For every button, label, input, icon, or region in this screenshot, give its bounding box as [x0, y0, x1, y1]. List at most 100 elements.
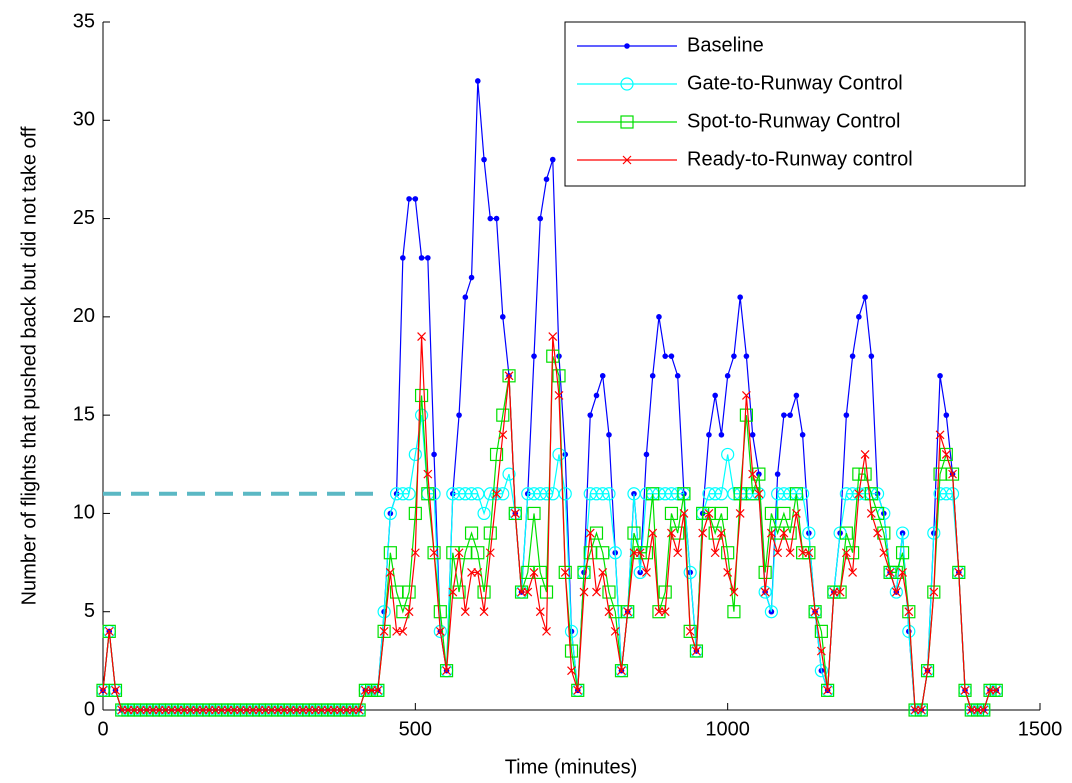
marker: [242, 705, 252, 715]
marker: [400, 255, 406, 261]
marker: [489, 447, 504, 462]
marker: [943, 412, 950, 418]
marker: [895, 526, 910, 540]
marker: [373, 685, 383, 695]
y-tick-label: 30: [73, 109, 95, 131]
marker: [712, 392, 718, 399]
marker: [129, 705, 139, 715]
marker: [668, 353, 675, 359]
marker: [660, 607, 670, 617]
marker: [154, 705, 164, 715]
marker: [414, 388, 429, 403]
marker: [279, 705, 289, 715]
legend-label: Gate-to-Runway Control: [687, 72, 903, 94]
marker: [186, 705, 195, 715]
marker: [477, 585, 491, 599]
marker: [602, 487, 616, 501]
marker: [211, 705, 220, 715]
marker: [493, 215, 500, 222]
marker: [596, 546, 610, 560]
marker: [606, 432, 612, 438]
marker: [721, 447, 735, 462]
marker: [858, 467, 872, 481]
marker: [136, 705, 145, 715]
marker: [377, 605, 391, 619]
marker: [367, 685, 377, 695]
marker: [475, 78, 481, 84]
marker: [267, 705, 277, 715]
marker: [679, 509, 689, 518]
marker: [646, 487, 660, 501]
marker: [471, 546, 485, 560]
marker: [929, 587, 939, 597]
marker: [433, 605, 447, 619]
marker: [408, 447, 422, 462]
marker: [229, 705, 239, 715]
marker: [587, 412, 594, 418]
y-tick-label: 5: [84, 600, 95, 622]
marker: [777, 506, 791, 521]
marker: [479, 607, 489, 617]
marker: [542, 626, 551, 636]
marker: [621, 605, 635, 619]
marker: [604, 607, 614, 617]
marker: [718, 432, 725, 438]
marker: [864, 487, 878, 501]
marker: [939, 447, 953, 462]
marker: [623, 607, 633, 617]
marker: [392, 626, 402, 636]
marker: [743, 353, 750, 359]
marker: [485, 548, 495, 558]
marker: [622, 155, 632, 165]
marker: [739, 408, 754, 422]
marker: [304, 705, 314, 715]
marker: [648, 528, 658, 538]
marker: [593, 392, 600, 399]
marker: [674, 373, 681, 379]
marker: [723, 567, 733, 577]
marker: [404, 607, 414, 617]
marker: [935, 430, 945, 440]
marker: [810, 607, 820, 617]
marker: [643, 451, 650, 458]
marker: [348, 705, 358, 715]
marker: [402, 585, 416, 599]
marker: [564, 644, 579, 658]
series-line: [102, 355, 997, 711]
marker: [731, 353, 737, 359]
marker: [539, 487, 554, 501]
marker: [499, 314, 506, 320]
marker: [939, 487, 953, 501]
marker: [421, 487, 435, 501]
marker: [117, 705, 127, 715]
marker: [749, 432, 756, 438]
marker: [706, 432, 712, 438]
marker: [173, 705, 183, 715]
marker: [379, 626, 389, 636]
marker: [425, 255, 431, 261]
marker: [654, 607, 664, 617]
marker: [716, 528, 726, 538]
legend-label: Spot-to-Runway Control: [687, 110, 900, 132]
marker: [860, 450, 870, 459]
marker: [435, 626, 445, 636]
marker: [599, 373, 606, 379]
legend-box: [564, 21, 1026, 187]
marker: [895, 546, 910, 560]
marker: [423, 469, 433, 479]
marker: [948, 469, 957, 479]
marker: [535, 607, 545, 617]
marker: [923, 666, 932, 676]
series-markers: [96, 349, 1003, 717]
marker: [248, 705, 258, 715]
marker: [335, 705, 345, 715]
marker: [629, 548, 639, 558]
marker: [966, 705, 976, 715]
marker: [98, 685, 108, 695]
marker: [973, 705, 982, 715]
marker: [614, 664, 629, 678]
y-axis-label: Number of flights that pushed back but d…: [18, 126, 40, 605]
marker: [937, 373, 943, 379]
marker: [383, 546, 397, 560]
